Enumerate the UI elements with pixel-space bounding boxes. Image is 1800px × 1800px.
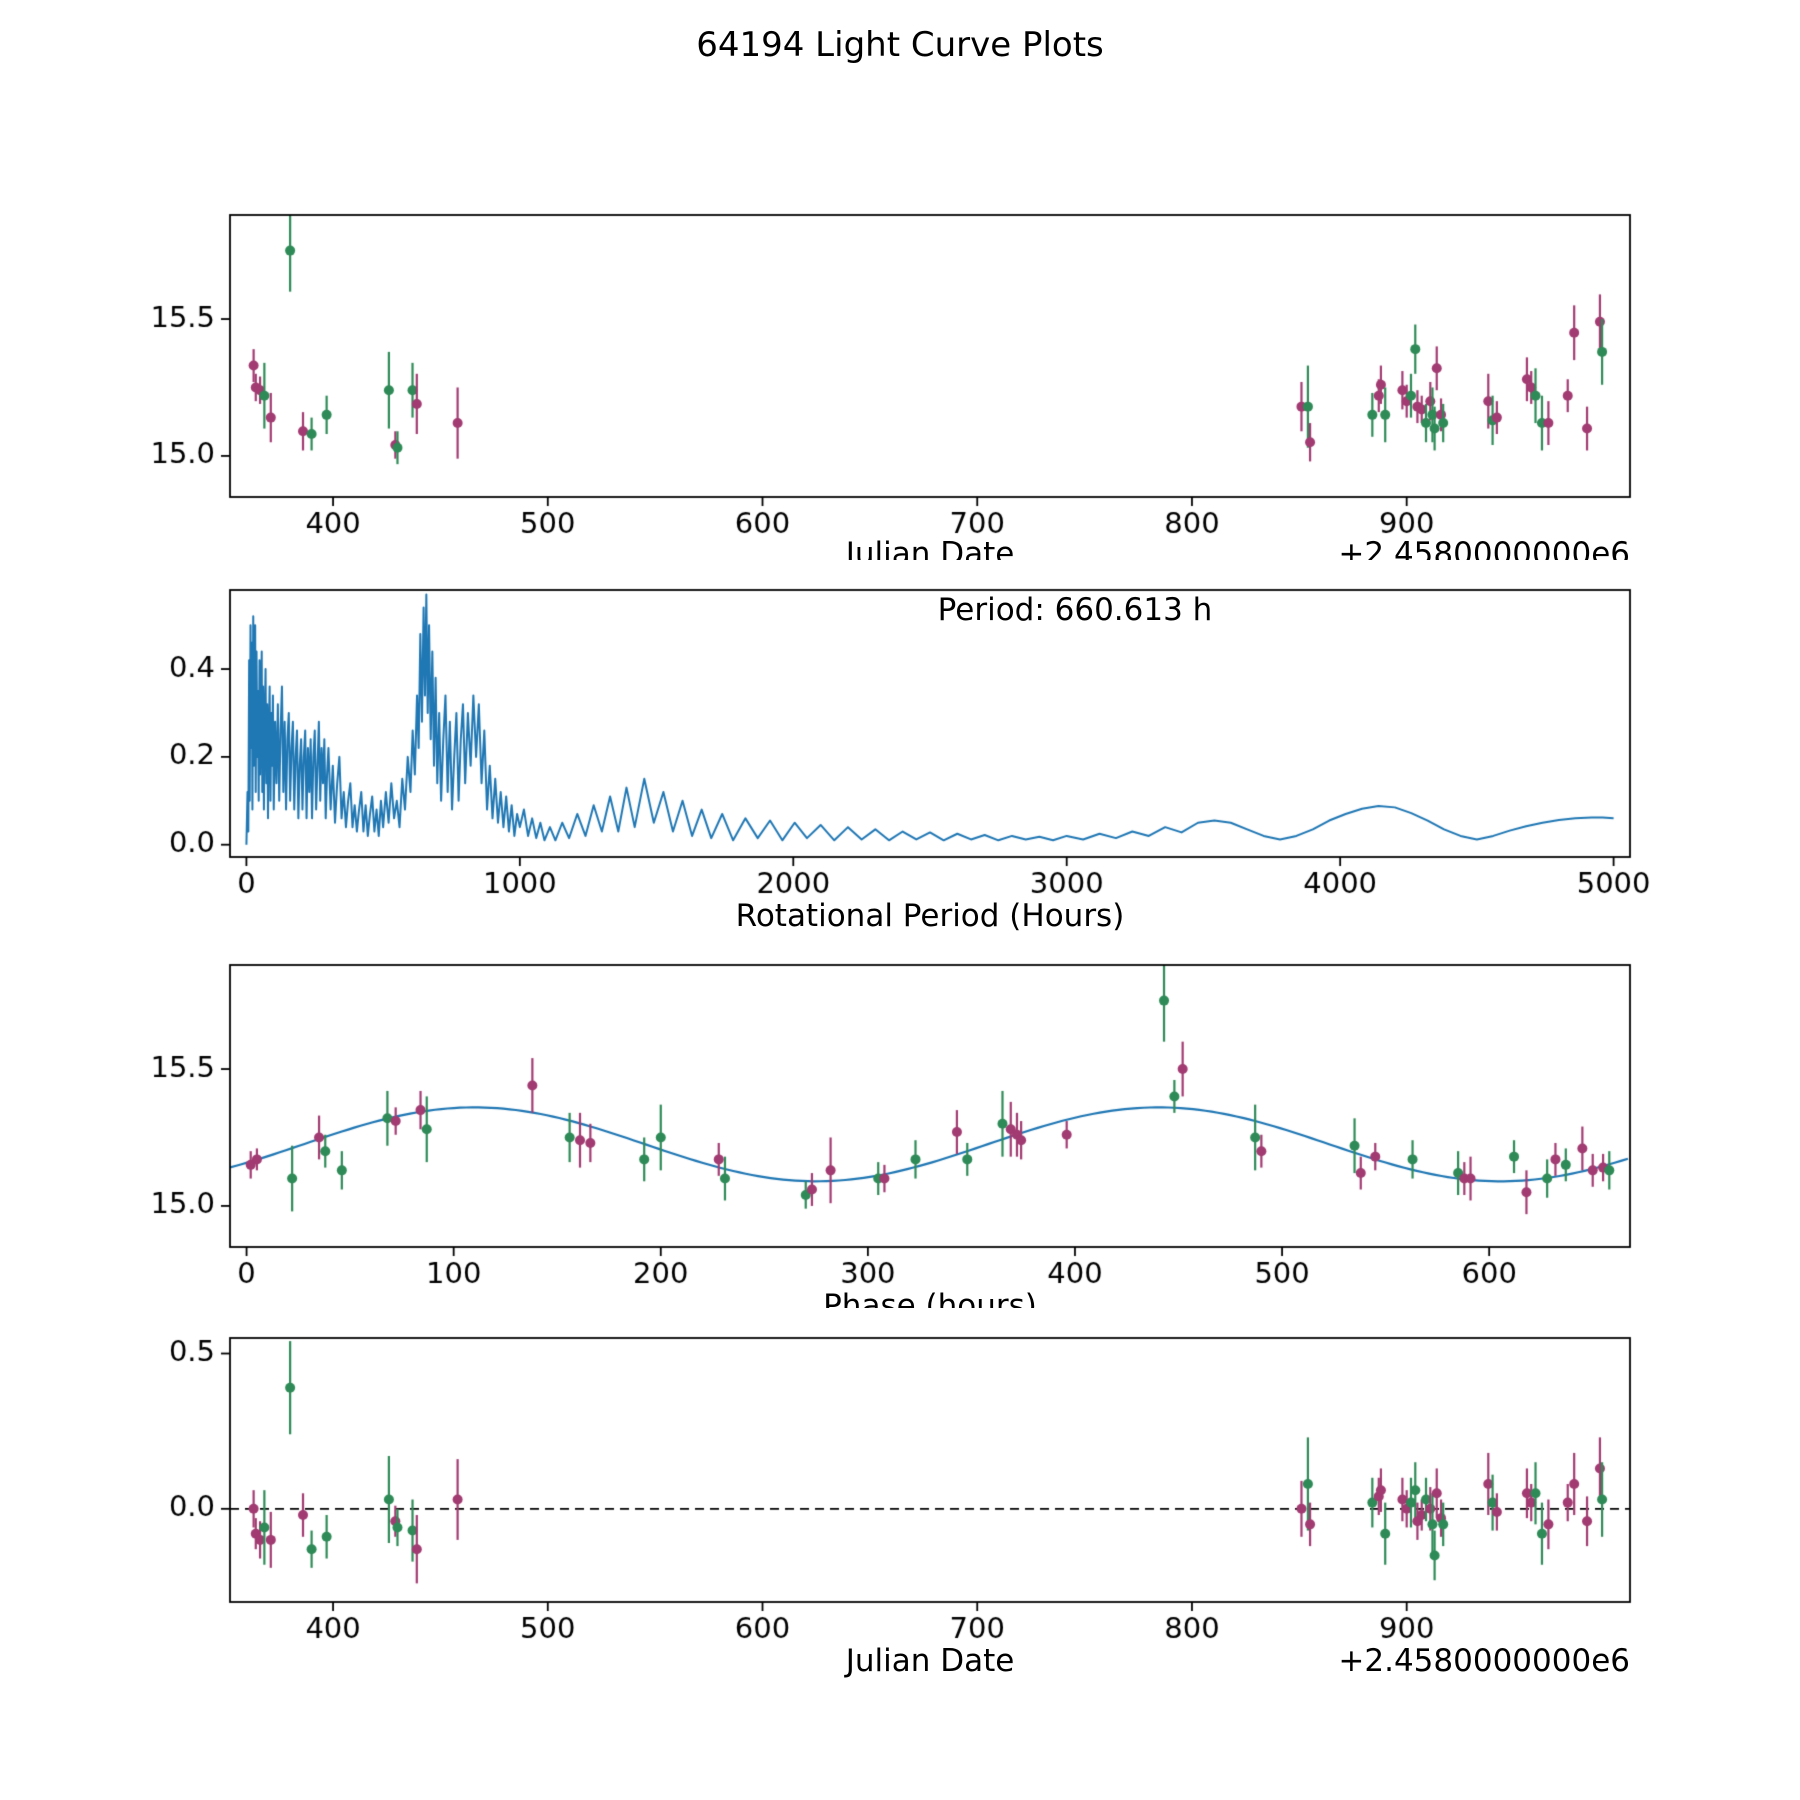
period-annotation: Period: 660.613 h [937,592,1213,628]
lightcurve-plot-canvas [0,185,1800,535]
figure-title: 64194 Light Curve Plots [696,25,1104,65]
periodogram-plot-canvas [0,560,1800,900]
residuals-x-axis-label: Julian Date [845,1643,1015,1679]
periodogram-x-axis-label: Rotational Period (Hours) [735,898,1125,934]
residuals-plot-canvas [0,1308,1800,1648]
phase-plot-canvas [0,935,1800,1285]
residuals-x-offset-text: +2.4580000000e6 [1338,1643,1630,1679]
